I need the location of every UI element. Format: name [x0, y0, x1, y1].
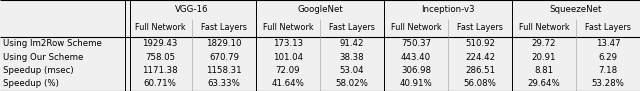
Text: 29.64%: 29.64% [527, 80, 561, 88]
Text: Fast Layers: Fast Layers [201, 23, 247, 32]
Text: 173.13: 173.13 [273, 39, 303, 48]
Text: Using Im2Row Scheme: Using Im2Row Scheme [3, 39, 101, 48]
Text: Fast Layers: Fast Layers [329, 23, 375, 32]
Text: Using Our Scheme: Using Our Scheme [3, 53, 83, 62]
Text: 1929.43: 1929.43 [142, 39, 178, 48]
Text: 56.08%: 56.08% [463, 80, 497, 88]
Text: Speedup (%): Speedup (%) [3, 80, 58, 88]
Text: Speedup (msec): Speedup (msec) [3, 66, 73, 75]
Text: 758.05: 758.05 [145, 53, 175, 62]
Text: 224.42: 224.42 [465, 53, 495, 62]
Text: 750.37: 750.37 [401, 39, 431, 48]
Text: 7.18: 7.18 [598, 66, 618, 75]
Text: 101.04: 101.04 [273, 53, 303, 62]
Text: 286.51: 286.51 [465, 66, 495, 75]
Text: 20.91: 20.91 [532, 53, 556, 62]
Text: 443.40: 443.40 [401, 53, 431, 62]
Text: Fast Layers: Fast Layers [457, 23, 503, 32]
Text: 8.81: 8.81 [534, 66, 554, 75]
Text: 72.09: 72.09 [276, 66, 300, 75]
Text: 63.33%: 63.33% [207, 80, 241, 88]
Text: 29.72: 29.72 [532, 39, 556, 48]
Text: 41.64%: 41.64% [271, 80, 305, 88]
Text: 53.28%: 53.28% [591, 80, 625, 88]
Text: 1829.10: 1829.10 [206, 39, 242, 48]
Text: 1171.38: 1171.38 [142, 66, 178, 75]
Text: 53.04: 53.04 [340, 66, 364, 75]
Text: Inception-v3: Inception-v3 [421, 5, 475, 14]
Text: 1158.31: 1158.31 [206, 66, 242, 75]
Text: 670.79: 670.79 [209, 53, 239, 62]
Text: Full Network: Full Network [390, 23, 442, 32]
Text: Full Network: Full Network [134, 23, 186, 32]
Text: Full Network: Full Network [262, 23, 314, 32]
Text: 58.02%: 58.02% [335, 80, 369, 88]
Text: 306.98: 306.98 [401, 66, 431, 75]
Text: VGG-16: VGG-16 [175, 5, 209, 14]
Text: 91.42: 91.42 [340, 39, 364, 48]
Text: Fast Layers: Fast Layers [585, 23, 631, 32]
Text: 38.38: 38.38 [340, 53, 364, 62]
Text: SqueezeNet: SqueezeNet [550, 5, 602, 14]
Text: 40.91%: 40.91% [399, 80, 433, 88]
Text: 6.29: 6.29 [598, 53, 618, 62]
Text: 13.47: 13.47 [596, 39, 620, 48]
Text: 60.71%: 60.71% [143, 80, 177, 88]
Text: GoogleNet: GoogleNet [297, 5, 343, 14]
Text: Full Network: Full Network [518, 23, 570, 32]
Text: 510.92: 510.92 [465, 39, 495, 48]
